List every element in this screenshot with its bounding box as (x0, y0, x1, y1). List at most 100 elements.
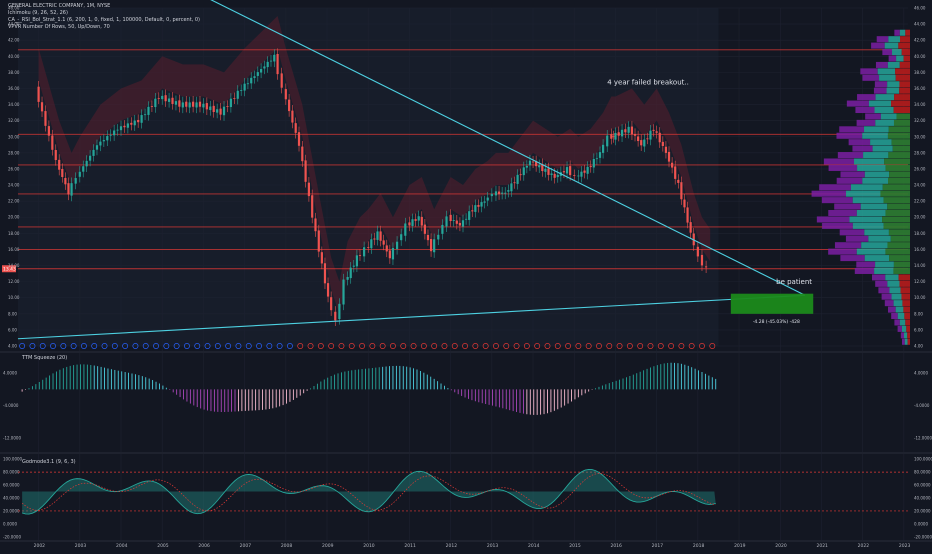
x-tick-label: 2020 (775, 543, 787, 549)
volume-profile-bar (893, 119, 910, 126)
event-marker (482, 343, 489, 349)
volume-profile-bar (897, 325, 902, 332)
candle-body (671, 162, 674, 168)
y-tick-label-left: 12.00 (8, 279, 20, 284)
squeeze-tick-left: -12.0000 (3, 435, 21, 440)
study-rsi-label[interactable]: CA_-_RSI_Bol_Strat_1.1 (6, 200, 1, 0, fi… (8, 17, 201, 23)
volume-profile-bar (878, 287, 890, 294)
event-marker (462, 343, 469, 349)
candle-body (216, 109, 219, 113)
volume-profile-bar (852, 197, 884, 204)
candle-body (280, 73, 283, 88)
volume-profile-bar (839, 229, 865, 236)
candle-body (222, 106, 226, 116)
volume-profile-bar (846, 100, 869, 107)
x-tick-label: 2015 (569, 543, 581, 549)
godmode-tick-right: 0.0000 (914, 521, 928, 526)
volume-profile-bar (875, 280, 888, 287)
candle-body (113, 130, 116, 136)
candle-body (423, 224, 426, 234)
candle-body (102, 140, 105, 142)
candle-body (346, 276, 349, 280)
volume-profile-bar (892, 145, 910, 152)
event-marker (235, 343, 242, 349)
candle-body (269, 60, 273, 62)
volume-profile-bar (901, 325, 907, 332)
volume-profile-bar (888, 126, 910, 133)
candle-body (226, 106, 229, 107)
candle-body (522, 167, 525, 176)
volume-profile-bar (890, 235, 910, 242)
study-ichimoku-label[interactable]: Ichimoku (9, 26, 52, 26) (8, 10, 68, 16)
godmode-tick-left: 100.0000 (3, 457, 23, 462)
x-tick-label: 2019 (734, 543, 746, 549)
study-vpvr-label[interactable]: VPVR Number Of Rows, 50, Up/Down, 70 (8, 24, 110, 30)
squeeze-tick-right: -4.0000 (914, 403, 930, 408)
candle-body (674, 166, 677, 179)
y-tick-label-right: 20.00 (914, 215, 926, 220)
candle-body (209, 106, 212, 111)
volume-profile-bar (863, 152, 889, 159)
candle-body (417, 216, 420, 221)
candle-body (510, 183, 513, 192)
candle-body (243, 83, 246, 91)
volume-profile-bar (862, 74, 880, 81)
candle-body (535, 161, 538, 167)
volume-profile-bar (894, 94, 910, 101)
candle-body (373, 238, 376, 240)
event-marker (29, 343, 36, 349)
x-tick-label: 2013 (487, 543, 499, 549)
volume-profile-bar (821, 197, 853, 204)
volume-profile-bar (899, 319, 906, 326)
y-tick-label-left: 40.00 (8, 54, 20, 59)
volume-profile-bar (837, 152, 864, 159)
candle-body (99, 141, 102, 146)
volume-profile-bar (902, 338, 905, 345)
candle-body (661, 141, 664, 147)
event-marker (534, 343, 541, 349)
y-tick-label-right: 44.00 (914, 22, 926, 27)
volume-profile-bar (904, 332, 908, 339)
volume-profile-bar (861, 242, 888, 249)
candle-body (513, 182, 516, 184)
event-marker (513, 343, 520, 349)
event-marker (657, 343, 664, 349)
volume-profile-bar (892, 49, 902, 56)
candle-body (119, 126, 123, 131)
candle-body (54, 150, 57, 161)
volume-profile-bar (887, 132, 910, 139)
candle-body (358, 255, 362, 256)
volume-profile-bar (840, 171, 865, 178)
candle-body (630, 126, 634, 135)
volume-profile-bar (848, 139, 871, 146)
y-tick-label-left: 10.00 (8, 295, 20, 300)
symbol-title: GENERAL ELECTRIC COMPANY, 1M, NYSE (8, 3, 111, 9)
candle-body (130, 122, 133, 125)
volume-profile-bar (852, 145, 873, 152)
volume-profile-bar (894, 319, 900, 326)
candle-body (205, 103, 208, 110)
volume-profile-bar (864, 171, 890, 178)
event-marker (225, 343, 232, 349)
event-marker (596, 343, 602, 349)
candle-body (556, 174, 559, 178)
candle-body (253, 76, 256, 78)
candle-body (477, 204, 480, 207)
event-marker (420, 343, 427, 349)
candle-body (44, 111, 47, 126)
candle-body (161, 95, 164, 100)
godmode-tick-right: 80.0000 (914, 470, 931, 475)
event-marker (688, 343, 695, 349)
volume-profile-bar (836, 132, 863, 139)
volume-profile-bar (864, 126, 889, 133)
candle-body (586, 166, 589, 174)
volume-profile-bar (834, 242, 862, 249)
event-marker (276, 343, 283, 349)
volume-profile-bar (875, 94, 895, 101)
annotation-patience: be patient (776, 278, 812, 286)
event-marker (245, 343, 252, 349)
volume-profile-bar (882, 216, 910, 223)
volume-profile-bar (873, 87, 887, 94)
x-tick-label: 2004 (116, 543, 128, 549)
